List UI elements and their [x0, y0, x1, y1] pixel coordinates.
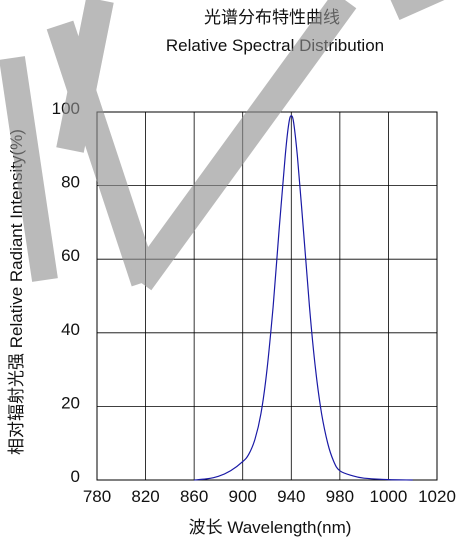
x-axis-label: 波长 Wavelength(nm): [189, 518, 352, 537]
x-tick-label: 1000: [370, 487, 408, 506]
y-tick-labels: 020406080100: [52, 99, 80, 486]
y-tick-label: 0: [71, 467, 80, 486]
x-tick-label: 860: [180, 487, 208, 506]
y-axis-label: 相对辐射光强 Relative Radiant Intensity(%): [7, 129, 26, 455]
series-line: [194, 115, 413, 481]
watermark: [0, 0, 445, 291]
y-tick-label: 20: [61, 393, 80, 412]
chart-title: 光谱分布特性曲线: [204, 8, 340, 27]
chart-subtitle: Relative Spectral Distribution: [166, 36, 384, 55]
grid-lines: [97, 112, 437, 480]
plot-frame: [96, 111, 438, 481]
x-tick-label: 820: [131, 487, 159, 506]
x-tick-label: 780: [83, 487, 111, 506]
x-tick-label: 1020: [418, 487, 456, 506]
x-tick-label: 900: [229, 487, 257, 506]
y-tick-label: 40: [61, 320, 80, 339]
x-tick-labels: 780 820 860 900 940 980 1000 1020: [83, 487, 456, 506]
x-tick-label: 940: [277, 487, 305, 506]
y-tick-label: 80: [61, 173, 80, 192]
x-tick-label: 980: [326, 487, 354, 506]
y-tick-label: 60: [61, 246, 80, 265]
